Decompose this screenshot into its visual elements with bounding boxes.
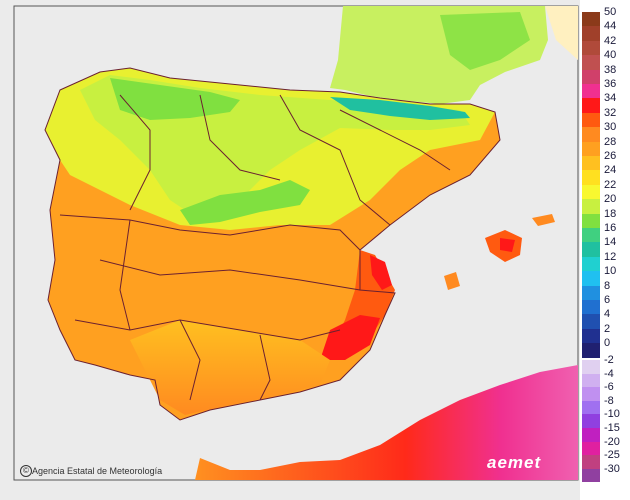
south-zone	[130, 320, 330, 415]
ibiza-island	[444, 272, 460, 290]
legend-label-pos-3: 40	[604, 49, 617, 62]
legend-swatch-pos-22	[582, 328, 600, 344]
legend-label-pos-10: 26	[604, 150, 617, 162]
legend-swatch-neg-4	[582, 414, 600, 428]
legend-label-pos-17: 12	[604, 250, 617, 263]
agency-credit: Agencia Estatal de Meteorología	[32, 466, 163, 476]
murcia-hot	[320, 315, 380, 360]
legend-swatch-neg-5	[582, 428, 600, 442]
legend-swatch-pos-21	[582, 314, 600, 329]
legend-label-pos-15: 16	[604, 222, 617, 234]
valencia-hot	[370, 255, 392, 290]
legend-label-pos-19: 8	[604, 279, 611, 292]
legend-label-pos-12: 22	[604, 178, 617, 191]
pyrenees	[330, 97, 470, 120]
legend-label-neg-3: -8	[604, 394, 614, 407]
legend-swatch-pos-12	[582, 184, 600, 200]
legend-label-pos-5: 36	[604, 78, 617, 90]
menorca-island	[532, 214, 555, 226]
legend-swatch-pos-14	[582, 213, 600, 228]
legend-label-pos-8: 30	[604, 121, 617, 134]
legend-label-pos-16: 14	[604, 236, 617, 249]
legend-swatch-pos-15	[582, 228, 600, 243]
legend-swatch-neg-3	[582, 400, 600, 415]
legend-swatch-pos-17	[582, 256, 600, 272]
legend-swatch-pos-20	[582, 300, 600, 315]
legend-label-pos-13: 20	[604, 193, 617, 206]
legend-swatch-pos-2	[582, 40, 600, 56]
legend-label-pos-0: 50	[604, 6, 617, 18]
legend-swatch-neg-1	[582, 373, 600, 388]
legend-label-neg-5: -15	[604, 422, 620, 434]
cantabrian-mountains	[110, 78, 240, 120]
france-mountains	[440, 12, 530, 70]
legend-swatch-pos-8	[582, 127, 600, 142]
legend-label-neg-1: -4	[604, 367, 614, 380]
legend-swatch-pos-6	[582, 98, 600, 113]
legend-label-pos-2: 42	[604, 34, 617, 47]
legend-label-neg-0: -2	[604, 354, 614, 366]
legend-swatch-pos-9	[582, 141, 600, 156]
legend-label-pos-1: 44	[604, 20, 617, 33]
legend-swatch-neg-7	[582, 455, 600, 469]
legend-swatch-pos-4	[582, 69, 600, 84]
legend-label-pos-22: 2	[604, 322, 611, 335]
copyright-icon: ©	[20, 465, 32, 477]
legend-swatch-neg-8	[582, 468, 600, 483]
legend-swatch-neg-2	[582, 387, 600, 401]
legend-swatch-neg-6	[582, 441, 600, 456]
legend-swatch-pos-10	[582, 156, 600, 171]
legend-label-pos-7: 32	[604, 106, 617, 119]
legend-label-neg-7: -25	[604, 449, 620, 462]
regional-borders	[44, 67, 501, 421]
temperature-legend: 50 44 42 40 38 36 34 32 30 28 26 24 22 20 18 16 14 12 10 8 6…	[582, 6, 628, 485]
legend-swatch-pos-16	[582, 242, 600, 257]
legend-swatch-pos-23	[582, 343, 600, 358]
legend-label-pos-23: 0	[604, 337, 611, 350]
legend-label-pos-20: 6	[604, 294, 611, 306]
legend-swatch-pos-11	[582, 170, 600, 185]
legend-swatch-pos-19	[582, 285, 600, 300]
legend-label-pos-18: 10	[604, 265, 617, 278]
legend-label-neg-6: -20	[604, 435, 620, 448]
temperature-map	[0, 0, 580, 500]
central-range	[180, 180, 310, 225]
legend-swatch-pos-0	[582, 12, 600, 27]
legend-label-neg-4: -10	[604, 408, 620, 421]
legend-swatch-pos-13	[582, 199, 600, 214]
legend-label-neg-8: -30	[604, 462, 620, 475]
mallorca-hot	[500, 238, 515, 252]
legend-label-pos-9: 28	[604, 135, 617, 148]
legend-swatch-neg-0	[582, 360, 600, 374]
legend-label-pos-6: 34	[604, 92, 617, 105]
legend-swatch-pos-5	[582, 84, 600, 99]
legend-swatch-pos-3	[582, 55, 600, 70]
legend-label-neg-2: -6	[604, 381, 614, 394]
legend-label-pos-11: 24	[604, 164, 617, 177]
legend-swatch-pos-1	[582, 26, 600, 41]
aemet-logo: aemet	[487, 453, 542, 472]
legend-label-pos-4: 38	[604, 63, 617, 76]
legend-label-pos-14: 18	[604, 207, 617, 220]
africa-land	[195, 365, 578, 480]
legend-swatch-pos-7	[582, 112, 600, 128]
legend-label-pos-21: 4	[604, 308, 611, 321]
corner-land	[545, 6, 578, 60]
legend-swatch-pos-18	[582, 271, 600, 286]
